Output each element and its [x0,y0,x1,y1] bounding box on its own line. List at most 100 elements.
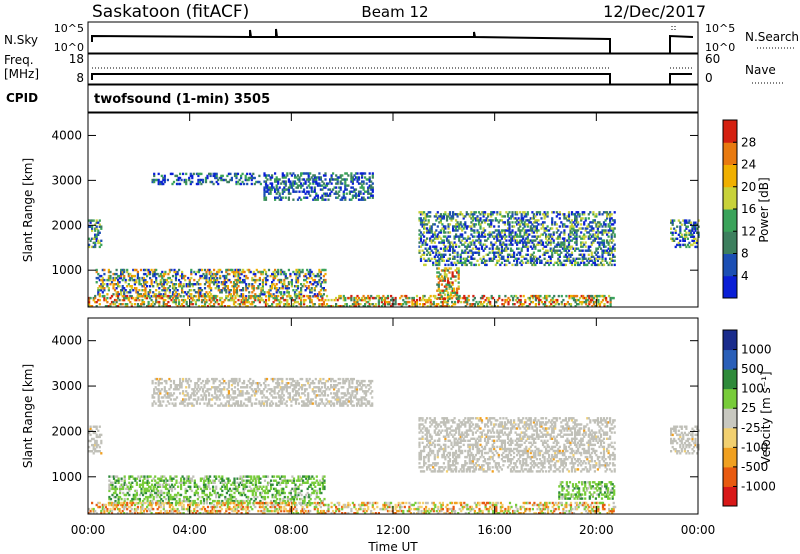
power-cell [168,289,171,292]
power-cell [488,235,491,238]
power-cell [307,174,310,177]
power-cell [242,287,245,290]
power-cell [545,241,548,244]
power-cell [237,268,240,272]
power-cell [445,269,448,272]
power-cell [364,198,367,201]
velocity-cell [191,404,194,407]
power-cell [213,276,216,280]
power-cell [371,186,374,189]
power-cell [452,294,455,298]
power-cell [290,296,293,300]
power-cell [365,300,368,304]
power-cell [564,239,567,242]
power-cell [440,279,443,282]
power-cell [583,237,586,240]
power-cell [109,274,112,278]
power-cell [171,287,175,290]
velocity-cell [221,382,224,385]
power-cell [342,196,345,199]
power-cell [477,221,481,224]
velocity-cell [365,390,368,393]
power-cell [248,296,251,300]
power-cell [303,278,306,282]
power-cell [269,293,272,296]
velocity-cell [253,402,256,405]
power-cell [309,194,312,197]
power-cell [158,294,161,298]
power-cell [322,192,326,195]
power-cell [173,298,176,302]
power-cell [455,235,458,238]
velocity-cell [100,433,103,437]
velocity-scatter-layer [88,377,700,515]
power-cell [206,176,209,180]
velocity-cell [89,427,92,430]
power-cell [450,245,453,248]
power-cell [153,272,156,276]
power-cell [356,178,359,181]
power-cell [430,231,433,234]
power-cell [89,305,92,308]
velocity-cell [226,396,229,399]
power-cell [220,303,223,306]
power-cell [557,303,560,306]
power-cell [574,217,577,220]
power-cell [138,293,141,296]
power-cell [610,247,613,250]
power-cell [248,283,251,286]
power-cell [570,253,574,256]
power-cell [558,233,561,236]
velocity-cell [256,390,259,393]
velocity-cell [238,377,241,381]
power-cell [107,276,110,280]
power-cell [159,180,162,184]
velocity-cell [313,390,316,393]
velocity-cell [217,404,220,407]
power-cell [304,285,307,288]
velocity-cell [185,377,188,381]
velocity-cell [323,390,327,393]
power-cell [572,247,575,250]
velocity-cell [165,390,168,393]
power-cell [585,296,588,300]
power-cell [516,223,519,226]
power-cell [309,298,312,302]
power-cell [281,192,284,195]
power-cell [477,241,481,244]
freq-left-bottom: 8 [76,71,84,85]
power-cell [373,305,376,308]
power-cell [606,233,609,236]
power-cell [213,305,216,308]
velocity-cell [265,377,269,381]
power-cell [274,287,277,290]
power-cell [174,300,178,304]
power-cell [519,211,522,214]
power-cell [399,296,402,300]
velocity-cell [157,398,160,401]
power-cell [419,235,423,238]
power-cell [689,233,693,236]
power-cell [536,296,539,300]
velocity-cell [232,396,235,399]
power-cell [613,263,616,267]
power-cell [295,186,298,189]
power-cell [164,281,167,284]
power-cell [275,186,278,189]
power-cell [208,287,211,290]
power-cell [457,295,460,298]
velocity-cell [314,377,317,381]
velocity-cell [307,394,310,397]
power-cell [359,192,362,195]
velocity-cell [294,400,298,403]
power-cell [290,298,293,302]
power-cell [284,298,287,302]
power-cell [484,235,487,238]
power-cell [589,294,592,298]
power-cell [341,182,344,185]
power-cell [367,294,370,298]
power-cell [580,245,583,248]
power-cell [506,227,510,230]
velocity-cell [256,386,259,389]
power-cell [419,257,423,260]
